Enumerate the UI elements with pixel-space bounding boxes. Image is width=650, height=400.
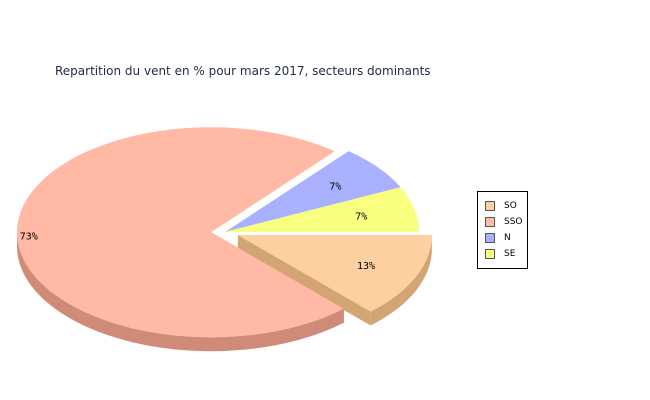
legend-swatch-se: [485, 249, 495, 259]
pie-side-sso: [17, 232, 344, 352]
legend-item-sso: SSO: [485, 214, 527, 230]
data-label-n: 7%: [329, 182, 341, 193]
legend-label-so: SO: [504, 201, 517, 211]
legend-item-n: N: [485, 230, 527, 246]
legend-swatch-sso: [485, 217, 495, 227]
pie-slice-se: [225, 187, 419, 232]
data-label-se: 7%: [355, 212, 367, 223]
legend-label-sso: SSO: [504, 217, 523, 227]
chart-title: Repartition du vent en % pour mars 2017,…: [55, 64, 431, 78]
legend-label-n: N: [504, 233, 511, 243]
legend: SO SSO N SE: [477, 191, 528, 269]
legend-swatch-n: [485, 233, 495, 243]
pie-slice-n: [225, 151, 401, 232]
legend-item-se: SE: [485, 246, 527, 262]
legend-label-se: SE: [504, 249, 516, 259]
pie-cut-so-1: [237, 235, 371, 326]
data-label-sso: 73%: [20, 231, 38, 242]
pie-slice-so: [237, 235, 432, 312]
pie-side-so: [370, 235, 432, 326]
data-label-so: 13%: [357, 261, 375, 272]
pie-slice-sso: [17, 127, 344, 338]
legend-swatch-so: [485, 201, 495, 211]
legend-item-so: SO: [485, 198, 527, 214]
